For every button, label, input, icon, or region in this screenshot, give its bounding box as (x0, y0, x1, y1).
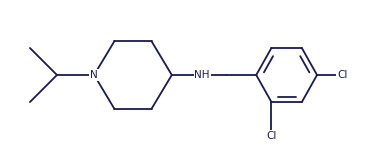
Text: Cl: Cl (337, 70, 347, 80)
Text: Cl: Cl (266, 131, 277, 141)
Text: N: N (90, 70, 98, 80)
Text: NH: NH (194, 70, 210, 80)
